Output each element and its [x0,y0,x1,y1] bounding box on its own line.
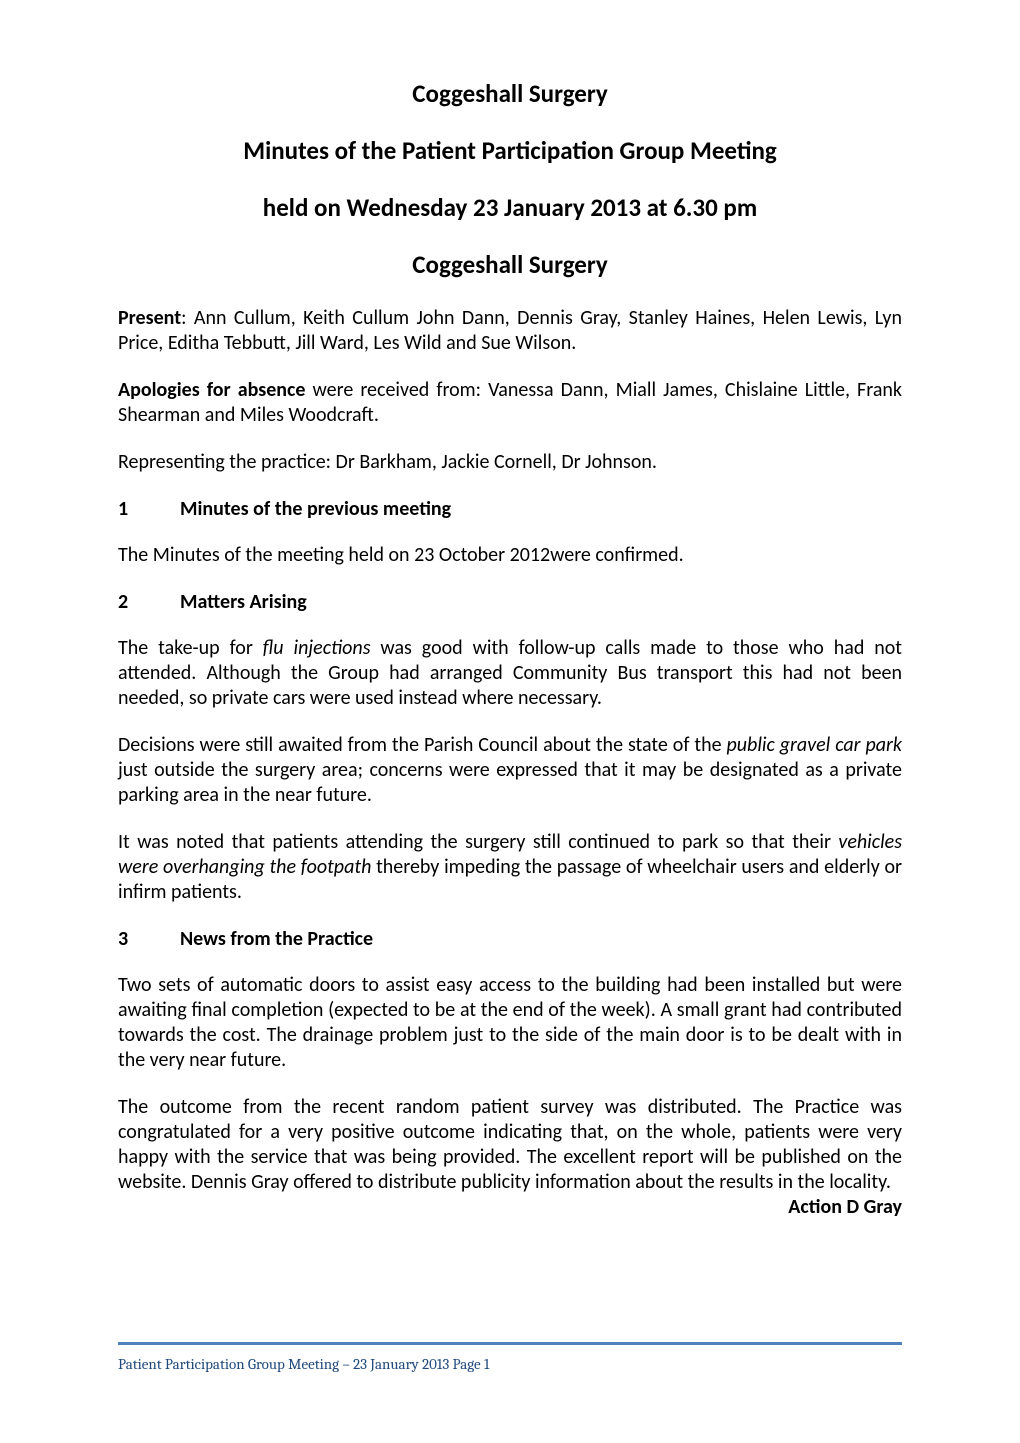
footer-rule [118,1342,902,1345]
section-3-action: Action D Gray [788,1195,902,1220]
section-1-heading: 1Minutes of the previous meeting [118,497,902,521]
section-1-title: Minutes of the previous meeting [180,497,451,521]
footer-text: Patient Participation Group Meeting – 23… [118,1347,902,1373]
section-2-p3-a: It was noted that patients attending the… [118,830,838,854]
section-1-number: 1 [118,497,180,521]
page-title-4: Coggeshall Surgery [118,249,902,280]
section-3-p1: Two sets of automatic doors to assist ea… [118,973,902,1073]
section-3-p2-text: The outcome from the recent random patie… [118,1095,902,1194]
page-title-1: Coggeshall Surgery [118,78,902,109]
section-2-p2-a: Decisions were still awaited from the Pa… [118,733,726,757]
apologies-paragraph: Apologies for absence were received from… [118,378,902,428]
section-2-heading: 2Matters Arising [118,590,902,614]
present-label: Present [118,306,181,330]
section-1-body: The Minutes of the meeting held on 23 Oc… [118,543,902,568]
present-paragraph: Present: Ann Cullum, Keith Cullum John D… [118,306,902,356]
section-2-p1-a: The take-up for [118,636,263,660]
section-3-heading: 3News from the Practice [118,927,902,951]
apologies-label: Apologies for absence [118,378,305,402]
section-2-p1: The take-up for flu injections was good … [118,636,902,711]
representing-paragraph: Representing the practice: Dr Barkham, J… [118,450,902,475]
section-2-p2-b: just outside the surgery area; concerns … [118,758,902,807]
section-3-number: 3 [118,927,180,951]
section-2-p3: It was noted that patients attending the… [118,830,902,905]
footer: Patient Participation Group Meeting – 23… [118,1342,902,1373]
section-2-number: 2 [118,590,180,614]
section-3-title: News from the Practice [180,927,373,951]
page-title-3: held on Wednesday 23 January 2013 at 6.3… [118,192,902,223]
section-2-p2: Decisions were still awaited from the Pa… [118,733,902,808]
page-title-2: Minutes of the Patient Participation Gro… [118,135,902,166]
section-2-p2-italic: public gravel car park [726,733,902,757]
section-3-p2: The outcome from the recent random patie… [118,1095,902,1195]
section-2-p1-italic: flu injections [263,636,371,660]
present-text: : Ann Cullum, Keith Cullum John Dann, De… [118,306,902,355]
document-page: Coggeshall Surgery Minutes of the Patien… [0,0,1020,1443]
section-2-title: Matters Arising [180,590,307,614]
